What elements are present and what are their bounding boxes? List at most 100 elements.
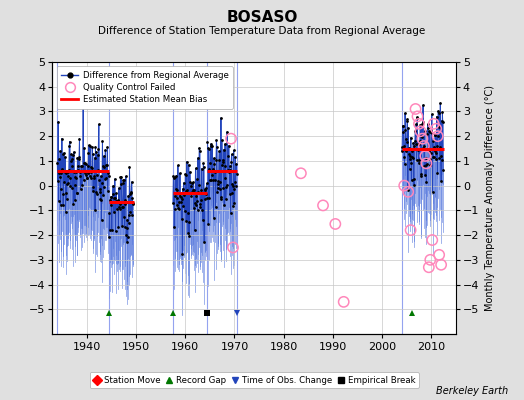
Point <box>184 162 193 168</box>
Point <box>433 170 442 176</box>
Point <box>206 160 214 166</box>
Point <box>55 170 63 177</box>
Point <box>217 114 225 121</box>
Point <box>96 173 105 179</box>
Point <box>169 173 178 180</box>
Point <box>230 200 238 206</box>
Point <box>208 142 216 149</box>
Point <box>406 153 414 160</box>
Point <box>206 143 215 149</box>
Point <box>421 153 430 159</box>
Point <box>430 144 439 150</box>
Point <box>128 200 137 206</box>
Point <box>231 179 239 186</box>
Point <box>179 186 187 192</box>
Point <box>200 186 209 192</box>
Point <box>424 147 433 153</box>
Point <box>205 166 213 172</box>
Point <box>176 170 184 176</box>
Point <box>438 118 446 124</box>
Point <box>89 183 97 190</box>
Point <box>232 182 240 189</box>
Point <box>217 137 226 144</box>
Point <box>438 157 446 163</box>
Point <box>187 193 195 199</box>
Point <box>72 174 80 181</box>
Point <box>84 170 92 176</box>
Point <box>75 169 84 175</box>
Point <box>62 169 71 176</box>
Point <box>435 155 444 161</box>
Point <box>417 171 425 178</box>
Point <box>120 177 128 183</box>
Point <box>190 187 199 193</box>
Point <box>173 162 182 169</box>
Point <box>411 128 420 134</box>
Point <box>123 239 131 245</box>
Point <box>417 172 425 179</box>
Point <box>92 148 101 155</box>
Point <box>177 216 185 222</box>
Point <box>102 162 110 168</box>
Point <box>407 160 416 166</box>
Point <box>100 153 108 159</box>
Point <box>436 100 444 106</box>
Point <box>82 172 91 179</box>
Point <box>415 156 423 163</box>
Point <box>98 138 106 144</box>
Point <box>83 175 92 181</box>
Point <box>222 196 230 202</box>
Point <box>97 217 106 223</box>
Point <box>104 173 113 180</box>
Point <box>115 201 124 208</box>
Point <box>101 175 109 182</box>
Point <box>88 165 96 172</box>
Point <box>420 143 428 149</box>
Point <box>53 178 62 184</box>
Point <box>117 181 125 188</box>
Point <box>63 181 71 187</box>
Point <box>412 121 420 128</box>
Point <box>171 174 180 180</box>
Point <box>422 160 431 167</box>
Point <box>95 177 103 184</box>
Point <box>93 152 102 158</box>
Point <box>174 204 182 211</box>
Point <box>400 143 408 149</box>
Point <box>61 154 69 160</box>
Point <box>84 150 93 156</box>
Point <box>222 184 231 190</box>
Point <box>407 134 415 141</box>
Point <box>54 198 63 204</box>
Point <box>176 193 184 199</box>
Point <box>79 177 88 184</box>
Point <box>227 136 235 142</box>
Point <box>183 158 191 165</box>
Point <box>117 173 125 180</box>
Point <box>183 210 192 217</box>
Point <box>428 111 436 118</box>
Point <box>172 195 181 201</box>
Point <box>201 195 209 202</box>
Point <box>198 206 206 213</box>
Point <box>60 179 69 186</box>
Point <box>414 160 423 166</box>
Point <box>226 166 235 173</box>
Point <box>224 153 233 160</box>
Point <box>53 160 61 166</box>
Point <box>125 164 134 170</box>
Point <box>56 174 64 180</box>
Point <box>173 186 182 193</box>
Point <box>189 179 198 186</box>
Point <box>406 156 414 162</box>
Point <box>192 193 200 199</box>
Point <box>219 185 227 191</box>
Point <box>192 202 201 209</box>
Point <box>118 204 127 210</box>
Point <box>403 187 412 193</box>
Point <box>86 143 94 150</box>
Point <box>436 152 445 159</box>
Point <box>60 150 68 156</box>
Point <box>439 167 447 173</box>
Point <box>421 128 429 134</box>
